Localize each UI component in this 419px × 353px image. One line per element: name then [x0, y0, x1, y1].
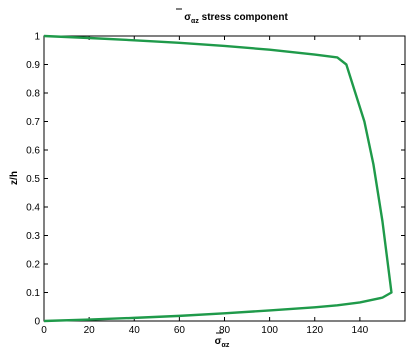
y-tick-label: 0.7	[26, 117, 40, 128]
x-tick-label: 80	[219, 325, 231, 336]
title-symbol: σ	[184, 12, 191, 23]
y-tick-label: 0	[34, 317, 40, 328]
title-text: stress component	[199, 12, 289, 23]
chart-title: σαz stress component	[176, 8, 288, 25]
x-tick-label: 20	[84, 325, 96, 336]
x-tick-label: 120	[306, 325, 323, 336]
y-tick-label: 0.8	[26, 89, 40, 100]
x-axis-label-symbol: σ	[215, 336, 222, 347]
x-axis-ticks: 0 20 40 60 80 100 120 140	[41, 36, 369, 336]
y-tick-label: 0.1	[26, 288, 40, 299]
y-axis-ticks: 0 0.1 0.2 0.3 0.4 0.5 0.6 0.7 0.8 0.9 1	[26, 32, 405, 328]
y-tick-label: 0.5	[26, 174, 40, 185]
x-tick-label: 100	[261, 325, 278, 336]
x-axis-label: σαz	[215, 332, 230, 349]
x-tick-label: 140	[352, 325, 369, 336]
y-tick-label: 1	[34, 32, 40, 43]
svg-text:σαz stress component: σαz stress component	[184, 12, 288, 25]
title-subscript: αz	[191, 18, 199, 25]
y-axis-label: z/h	[9, 171, 20, 185]
y-tick-label: 0.4	[26, 203, 40, 214]
series-line-0	[43, 34, 393, 323]
svg-text:σαz: σαz	[215, 336, 230, 349]
y-tick-label: 0.9	[26, 60, 40, 71]
x-tick-label: 60	[174, 325, 186, 336]
series-layer	[43, 34, 393, 323]
x-axis-label-subscript: αz	[222, 342, 230, 349]
x-tick-label: 0	[41, 325, 47, 336]
x-tick-label: 40	[129, 325, 141, 336]
y-tick-label: 0.3	[26, 231, 40, 242]
y-tick-label: 0.6	[26, 146, 40, 157]
y-tick-label: 0.2	[26, 260, 40, 271]
